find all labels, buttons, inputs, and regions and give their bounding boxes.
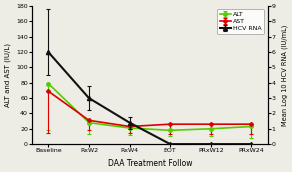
- Y-axis label: ALT and AST (IU/L): ALT and AST (IU/L): [4, 43, 11, 107]
- X-axis label: DAA Treatment Follow: DAA Treatment Follow: [108, 159, 192, 168]
- Y-axis label: Mean Log 10 HCV RNA (IU/mL): Mean Log 10 HCV RNA (IU/mL): [281, 24, 288, 126]
- Legend: ALT, AST, HCV RNA: ALT, AST, HCV RNA: [217, 9, 265, 34]
